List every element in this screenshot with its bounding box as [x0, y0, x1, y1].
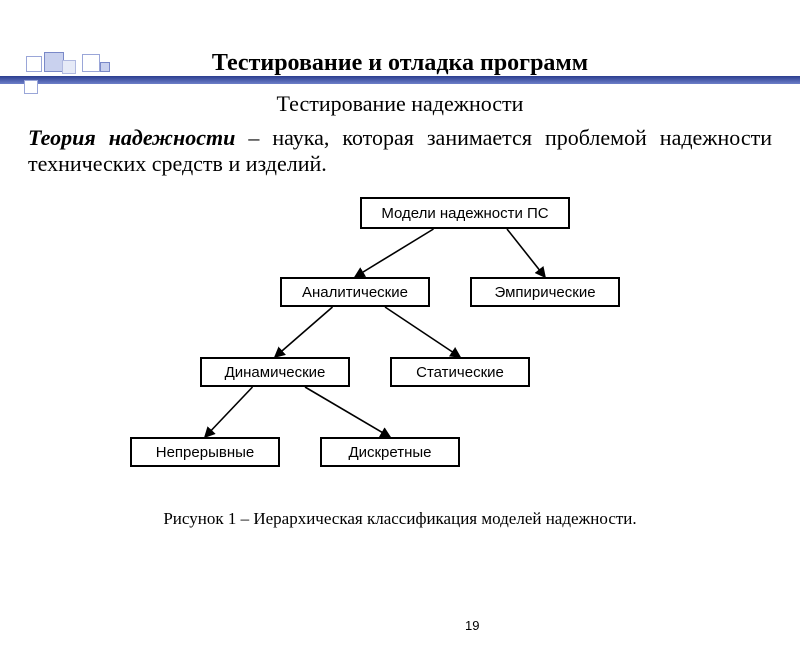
- decor-square: [44, 52, 64, 72]
- edge-analyt-stat: [385, 307, 460, 357]
- definition-paragraph: Теория надежности – наука, которая заним…: [28, 125, 772, 177]
- node-cont: Непрерывные: [130, 437, 280, 467]
- edge-root-empir: [507, 229, 545, 277]
- decor-square: [62, 60, 76, 74]
- node-root: Модели надежности ПС: [360, 197, 570, 229]
- node-stat: Статические: [390, 357, 530, 387]
- page-number: 19: [465, 618, 479, 633]
- decor-square: [100, 62, 110, 72]
- edge-dyn-disc: [305, 387, 390, 437]
- node-analyt: Аналитические: [280, 277, 430, 307]
- edge-analyt-dyn: [275, 307, 333, 357]
- decor-square: [24, 80, 38, 94]
- node-disc: Дискретные: [320, 437, 460, 467]
- header-decor: [0, 50, 800, 90]
- header-bar: [0, 76, 800, 84]
- subtitle: Тестирование надежности: [0, 91, 800, 117]
- node-empir: Эмпирические: [470, 277, 620, 307]
- decor-square: [82, 54, 100, 72]
- node-dyn: Динамические: [200, 357, 350, 387]
- decor-square: [26, 56, 42, 72]
- edge-root-analyt: [355, 229, 434, 277]
- figure-caption: Рисунок 1 – Иерархическая классификация …: [0, 509, 800, 529]
- term: Теория надежности: [28, 125, 235, 150]
- edge-dyn-cont: [205, 387, 253, 437]
- hierarchy-diagram: Модели надежности ПС Аналитические Эмпирич…: [0, 187, 800, 507]
